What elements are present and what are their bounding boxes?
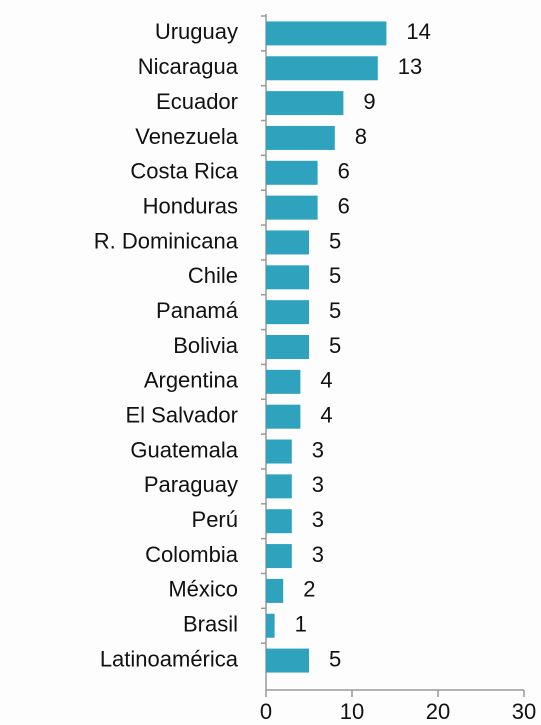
y-tick-label: Perú (192, 507, 238, 532)
value-label: 4 (320, 368, 332, 393)
y-tick-label: Brasil (183, 612, 238, 637)
x-tick-label: 10 (340, 699, 364, 724)
value-label: 5 (329, 646, 341, 671)
value-label: 4 (320, 402, 332, 427)
value-label: 5 (329, 333, 341, 358)
x-tick-label: 20 (426, 699, 450, 724)
value-label: 5 (329, 263, 341, 288)
value-label: 5 (329, 228, 341, 253)
y-tick-label: Paraguay (144, 472, 238, 497)
y-tick-label: Panamá (156, 298, 239, 323)
bar (266, 578, 284, 603)
bar (266, 56, 378, 81)
y-tick-label: Guatemala (130, 437, 238, 462)
bar (266, 509, 292, 534)
y-tick-label: Honduras (143, 193, 238, 218)
value-label: 9 (363, 89, 375, 114)
bar (266, 195, 318, 220)
bar (266, 613, 275, 638)
value-label: 1 (295, 612, 307, 637)
value-label: 14 (406, 19, 430, 44)
y-tick-label: Uruguay (155, 19, 238, 44)
x-tick-label: 0 (260, 699, 272, 724)
value-label: 3 (312, 437, 324, 462)
y-tick-label: México (168, 577, 238, 602)
bar (266, 335, 309, 359)
y-tick-label: Argentina (144, 368, 239, 393)
bar (266, 21, 387, 46)
y-tick-label: Colombia (145, 542, 239, 567)
value-label: 3 (312, 472, 324, 497)
y-tick-label: El Salvador (125, 402, 238, 427)
bar (266, 648, 309, 673)
bar (266, 91, 344, 116)
y-tick-label: Chile (188, 263, 238, 288)
value-label: 8 (355, 124, 367, 149)
value-label: 6 (338, 193, 350, 218)
y-tick-label: Ecuador (156, 89, 238, 114)
bar (266, 125, 335, 150)
value-label: 5 (329, 298, 341, 323)
y-tick-label: R. Dominicana (94, 228, 239, 253)
bar (266, 404, 301, 429)
bar (266, 369, 301, 394)
y-tick-label: Venezuela (135, 124, 239, 149)
x-tick-label: 30 (512, 699, 536, 724)
bar (266, 544, 292, 569)
y-tick-label: Latinoamérica (100, 646, 239, 671)
bar (266, 439, 292, 464)
value-label: 13 (398, 54, 422, 79)
y-tick-label: Nicaragua (138, 54, 239, 79)
bar (266, 265, 309, 290)
value-label: 2 (303, 577, 315, 602)
value-label: 3 (312, 542, 324, 567)
value-label: 6 (338, 159, 350, 184)
y-tick-label: Costa Rica (130, 159, 238, 184)
y-tick-label: Bolivia (173, 333, 239, 358)
bar (266, 230, 309, 255)
bar (266, 300, 309, 325)
value-label: 3 (312, 507, 324, 532)
bar (266, 160, 318, 185)
bar (266, 474, 292, 499)
